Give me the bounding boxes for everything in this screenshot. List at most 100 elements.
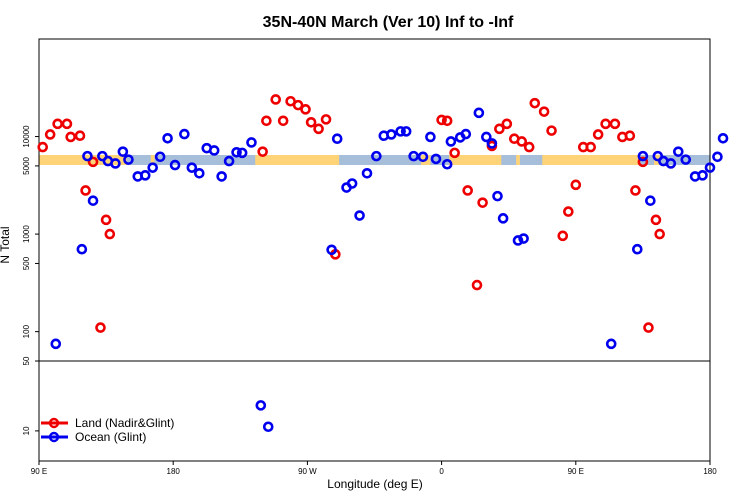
land-point — [650, 214, 662, 226]
ocean-point — [255, 400, 267, 411]
land-point — [87, 156, 99, 168]
land-point — [624, 130, 636, 142]
ocean-point — [76, 243, 88, 255]
ocean-point — [162, 132, 173, 144]
ocean-point — [346, 178, 358, 189]
ocean-point — [216, 171, 227, 182]
y-tick-label: 10 — [22, 426, 31, 435]
ocean-point — [400, 126, 412, 137]
ocean-point — [717, 132, 729, 144]
land-point — [277, 115, 289, 127]
land-point — [300, 104, 311, 115]
land-point — [44, 129, 56, 140]
land-point — [462, 185, 473, 196]
ocean-point — [704, 162, 716, 173]
ocean-point — [186, 162, 198, 173]
ocean-point — [492, 190, 503, 202]
ocean-point — [231, 146, 242, 158]
land-point — [494, 123, 505, 135]
x-tick-label: 90 E — [31, 467, 47, 476]
land-point — [600, 118, 611, 130]
ocean-point — [497, 213, 509, 224]
land-point — [436, 114, 447, 126]
ocean-point — [87, 195, 99, 206]
land-point — [441, 115, 453, 127]
land-point — [630, 185, 641, 196]
ocean-point — [395, 126, 406, 137]
land-point — [643, 322, 654, 333]
land-point — [563, 206, 574, 217]
y-tick-label: 1000 — [22, 225, 31, 243]
ocean-point — [50, 338, 62, 350]
ocean-point — [445, 136, 457, 147]
ocean-point — [425, 131, 436, 143]
land-point — [65, 131, 76, 143]
x-tick-label: 180 — [167, 467, 181, 476]
ocean-point — [147, 162, 158, 173]
land-point — [305, 116, 317, 128]
ocean-point — [486, 138, 498, 149]
land-point — [313, 123, 324, 135]
land-point — [637, 156, 649, 168]
ocean-point — [193, 167, 205, 179]
land-point — [538, 106, 550, 117]
land-point — [100, 214, 112, 226]
x-tick-label: 180 — [703, 467, 717, 476]
upper-panel-frame — [38, 38, 711, 362]
land-point — [320, 114, 332, 125]
y-tick-label: 5000 — [22, 156, 31, 174]
ocean-point — [169, 159, 181, 171]
y-tick-label: 100 — [22, 324, 31, 338]
land-point — [609, 118, 621, 130]
ocean-point — [512, 235, 524, 246]
x-axis-title: Longitude (deg E) — [327, 477, 422, 491]
ocean-point — [361, 167, 373, 179]
ocean-point — [331, 133, 343, 145]
land-point — [74, 130, 86, 142]
ocean-point — [139, 170, 151, 181]
ocean-point — [246, 137, 257, 148]
ocean-point — [262, 421, 274, 433]
land-point — [270, 94, 282, 105]
ocean-point — [371, 150, 382, 162]
land-point — [477, 197, 488, 208]
land-point — [529, 97, 541, 109]
legend: Land (Nadir&Glint) Ocean (Glint) — [41, 416, 174, 444]
x-axis: 90 E 180 90 W 0 90 E 180 — [31, 461, 717, 476]
land-point — [654, 228, 665, 240]
ocean-point — [110, 158, 121, 169]
ocean-point — [473, 107, 485, 119]
ocean-point — [223, 155, 235, 167]
band-land-segment — [39, 155, 127, 165]
ocean-point — [385, 129, 397, 140]
data-points — [37, 94, 729, 433]
ocean-point — [605, 338, 617, 350]
ocean-point — [123, 154, 134, 165]
land-point — [104, 228, 116, 240]
ocean-point — [673, 146, 684, 157]
land-point — [37, 141, 49, 153]
land-point — [52, 118, 63, 130]
ocean-point — [354, 210, 365, 221]
y-axis: 50 100 500 1000 5000 10000 10 — [22, 125, 39, 435]
legend-ocean-label: Ocean (Glint) — [75, 430, 146, 444]
land-point — [257, 146, 268, 157]
ocean-point — [154, 151, 166, 163]
x-tick-label: 0 — [439, 467, 444, 476]
land-point — [95, 322, 106, 333]
ocean-point — [680, 154, 692, 165]
legend-land-label: Land (Nadir&Glint) — [75, 416, 174, 430]
land-point — [292, 99, 304, 111]
y-axis-title: N Total — [0, 226, 12, 263]
y-tick-label: 10000 — [22, 125, 31, 148]
band-land-segment — [516, 155, 520, 165]
land-point — [261, 115, 272, 127]
chart-title: 35N-40N March (Ver 10) Inf to -Inf — [263, 14, 514, 31]
legend-item-ocean: Ocean (Glint) — [41, 430, 146, 444]
band-land-segment — [542, 155, 640, 165]
ocean-point — [481, 131, 492, 143]
land-point — [592, 129, 604, 140]
ocean-point — [208, 145, 220, 156]
ocean-point — [697, 170, 708, 181]
